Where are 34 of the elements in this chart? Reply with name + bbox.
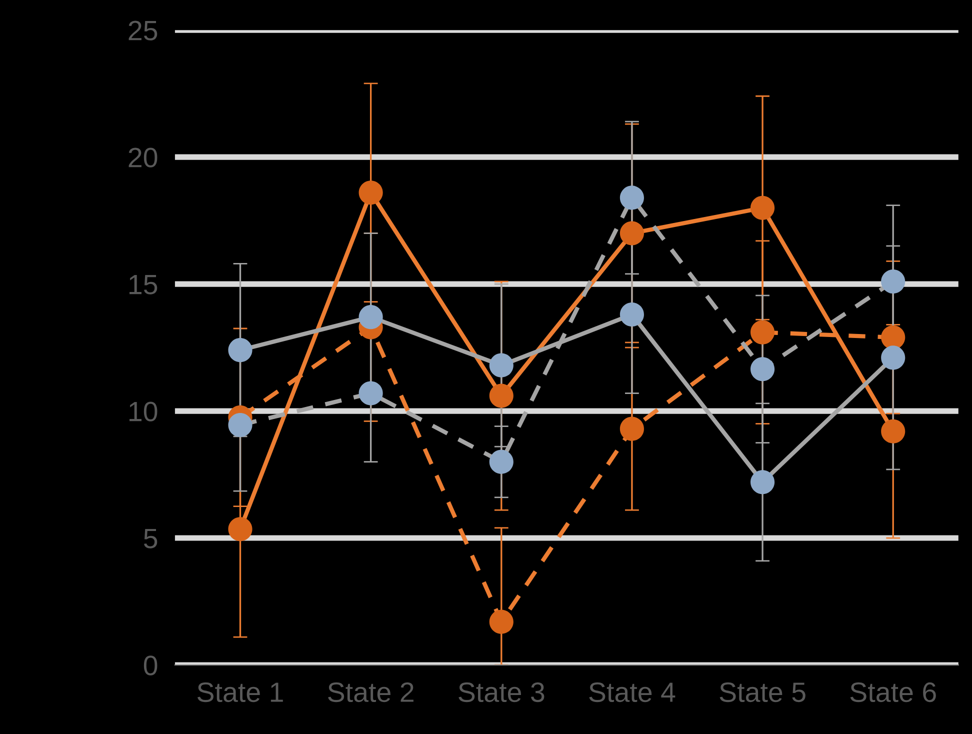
x-tick-label: State 5 xyxy=(720,682,806,702)
y-tick-label: 5 xyxy=(144,528,158,548)
y-tick-label: 15 xyxy=(130,275,158,294)
x-tick-label: State 1 xyxy=(198,682,283,702)
x-tick-label: State 6 xyxy=(850,682,936,702)
point xyxy=(750,320,775,344)
point xyxy=(881,269,906,294)
point xyxy=(358,180,383,205)
point xyxy=(489,450,514,474)
point xyxy=(358,305,383,330)
point xyxy=(228,412,252,438)
point xyxy=(228,517,252,542)
x-tick-label: State 4 xyxy=(589,682,676,702)
x-tick-label: State 3 xyxy=(458,682,544,702)
point xyxy=(228,338,252,362)
y-tick-label: 0 xyxy=(144,656,158,676)
point xyxy=(489,384,514,408)
point xyxy=(489,353,514,378)
y-tick-label: 10 xyxy=(130,402,158,422)
point xyxy=(620,221,644,246)
point xyxy=(881,325,906,350)
point xyxy=(750,357,775,382)
y-tick-label: 25 xyxy=(128,20,158,40)
point xyxy=(358,381,383,406)
point xyxy=(750,196,775,220)
x-tick-label: State 2 xyxy=(328,682,414,702)
point xyxy=(881,346,906,370)
point xyxy=(750,470,775,494)
point xyxy=(489,610,514,634)
point xyxy=(881,419,906,444)
point xyxy=(620,302,644,327)
point xyxy=(620,416,644,441)
point xyxy=(620,186,644,210)
y-tick-label: 20 xyxy=(128,148,158,168)
